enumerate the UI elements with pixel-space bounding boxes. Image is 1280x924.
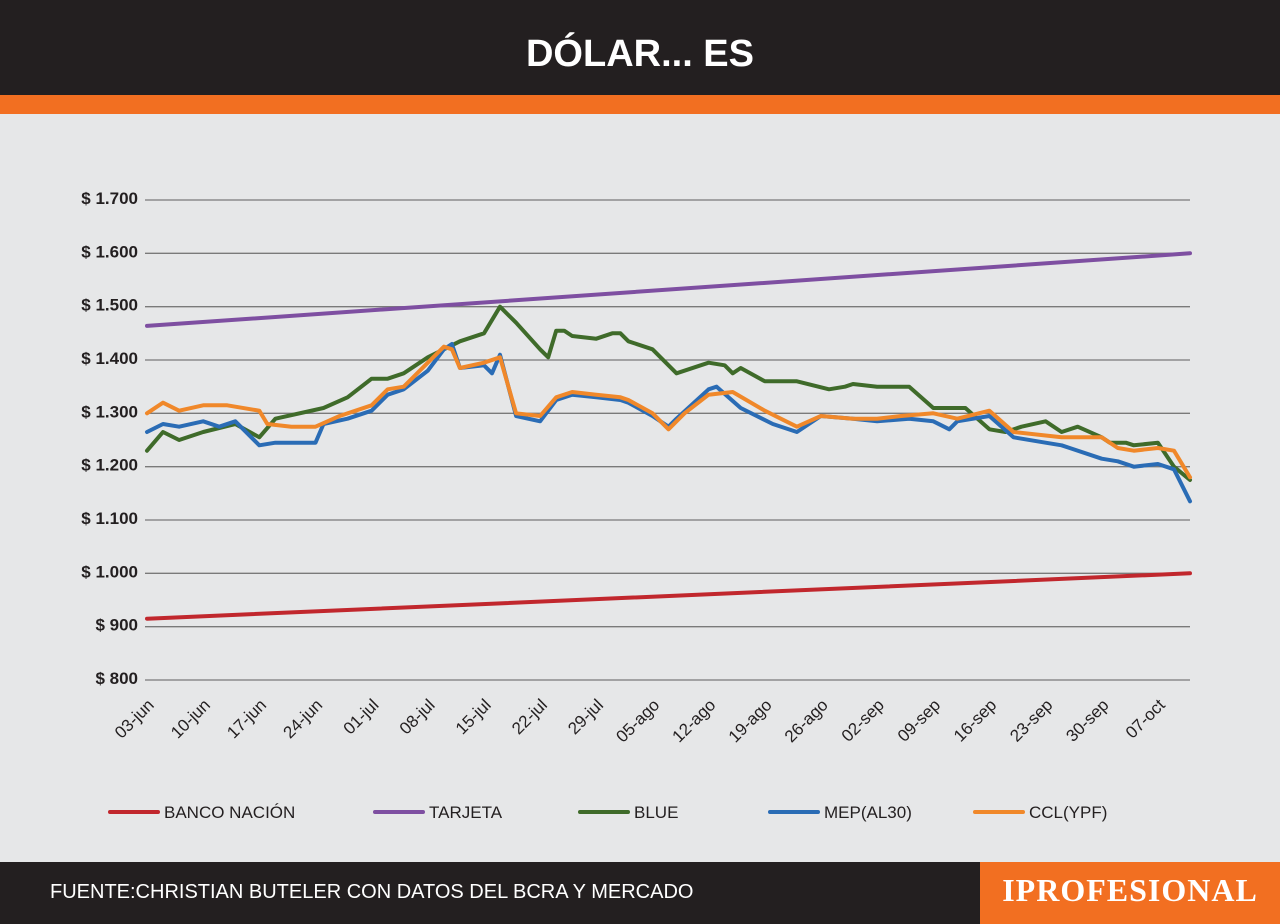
x-tick-label: 19-ago (725, 695, 776, 746)
x-tick-label: 08-jul (396, 695, 439, 738)
x-tick-label: 07-oct (1122, 695, 1169, 742)
x-axis-labels: 03-jun 10-jun 17-jun 24-jun 01-jul 08-jul 15-j… (111, 695, 1169, 746)
page-title: DÓLAR... ES (525, 33, 755, 75)
y-tick-label: $ 1.300 (81, 402, 138, 421)
y-axis-labels: $ 1.700 $ 1.600 $ 1.500 $ 1.400 $ 1.300 $ 1.2… (81, 189, 138, 688)
y-tick-label: $ 1.600 (81, 242, 138, 261)
x-tick-label: 15-jul (452, 695, 495, 738)
x-tick-label: 12-ago (669, 695, 720, 746)
grid-lines (145, 199, 1190, 681)
x-tick-label: 17-jun (223, 695, 270, 742)
x-tick-label: 26-ago (781, 695, 832, 746)
series-line-2 (145, 304, 1192, 482)
y-tick-label: $ 800 (95, 669, 138, 688)
x-tick-label: 02-sep (838, 695, 888, 745)
series-lines (145, 251, 1192, 621)
legend-label: CCL(YPF) (1029, 803, 1107, 822)
y-tick-label: $ 1.000 (81, 562, 138, 581)
brand-box (980, 862, 1280, 924)
x-tick-label: 24-jun (279, 695, 326, 742)
x-tick-label: 10-jun (167, 695, 214, 742)
y-tick-label: $ 1.400 (81, 349, 138, 368)
y-tick-label: $ 1.100 (81, 509, 138, 528)
x-tick-label: 22-jul (508, 695, 551, 738)
brand-logo: IPROFESIONAL (1002, 872, 1258, 908)
series-line-4 (145, 344, 1192, 480)
legend-label: TARJETA (429, 803, 503, 822)
line-chart: $ 1.700 $ 1.600 $ 1.500 $ 1.400 $ 1.300 $ 1.2… (81, 189, 1192, 822)
y-tick-label: $ 1.700 (81, 189, 138, 208)
source-note: FUENTE:CHRISTIAN BUTELER CON DATOS DEL B… (50, 881, 694, 903)
legend-label: BANCO NACIÓN (164, 803, 295, 822)
legend-label: MEP(AL30) (824, 803, 912, 822)
series-line-3 (145, 342, 1192, 504)
x-tick-label: 05-ago (612, 695, 663, 746)
x-tick-label: 09-sep (894, 695, 944, 745)
y-tick-label: $ 1.500 (81, 296, 138, 315)
x-tick-label: 29-jul (564, 695, 607, 738)
series-line-0 (145, 571, 1192, 621)
y-tick-label: $ 1.200 (81, 456, 138, 475)
x-tick-label: 23-sep (1006, 695, 1056, 745)
series-line-1 (145, 251, 1192, 328)
x-tick-label: 01-jul (340, 695, 383, 738)
y-tick-label: $ 900 (95, 616, 138, 635)
header-bar (0, 0, 1280, 95)
x-tick-label: 30-sep (1062, 695, 1112, 745)
legend-label: BLUE (634, 803, 678, 822)
legend: BANCO NACIÓN TARJETA BLUE MEP(AL30) CCL(YPF) (108, 803, 1107, 822)
accent-stripe (0, 95, 1280, 114)
x-tick-label: 03-jun (111, 695, 158, 742)
x-tick-label: 16-sep (950, 695, 1000, 745)
